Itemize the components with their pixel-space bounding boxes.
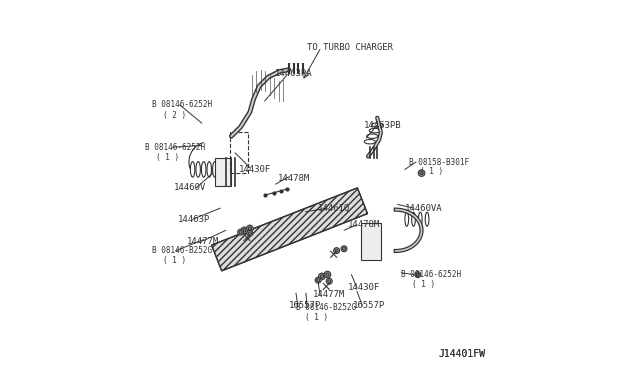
Text: B 08146-B252G: B 08146-B252G: [152, 246, 212, 255]
Text: B 08146-6252H: B 08146-6252H: [145, 143, 205, 152]
Ellipse shape: [241, 227, 248, 234]
Ellipse shape: [418, 170, 425, 176]
Text: 14461Q: 14461Q: [318, 203, 351, 213]
Text: J14401FW: J14401FW: [438, 349, 485, 359]
Ellipse shape: [239, 231, 242, 234]
Text: ( 1 ): ( 1 ): [305, 313, 328, 322]
Ellipse shape: [317, 279, 319, 282]
Ellipse shape: [326, 273, 329, 276]
Text: 14463PB: 14463PB: [364, 121, 402, 129]
Ellipse shape: [248, 232, 252, 235]
Text: 14477M: 14477M: [312, 291, 345, 299]
Text: 14478M: 14478M: [348, 220, 380, 229]
Ellipse shape: [320, 275, 323, 278]
Ellipse shape: [319, 273, 325, 280]
Text: 14478M: 14478M: [278, 174, 310, 183]
Ellipse shape: [326, 278, 332, 284]
Text: 14460VA: 14460VA: [405, 203, 442, 213]
Text: ( 1 ): ( 1 ): [412, 280, 435, 289]
Text: B 08146-6252H: B 08146-6252H: [401, 270, 461, 279]
Ellipse shape: [237, 229, 244, 235]
Text: 16557P: 16557P: [353, 301, 385, 311]
Ellipse shape: [248, 227, 252, 230]
Text: 14460V: 14460V: [174, 183, 207, 192]
Bar: [230, 132, 248, 173]
Text: ( 1 ): ( 1 ): [156, 153, 179, 162]
Text: 14463PA: 14463PA: [275, 69, 312, 78]
Text: ( 1 ): ( 1 ): [163, 256, 186, 265]
Ellipse shape: [417, 273, 419, 276]
Ellipse shape: [324, 271, 331, 278]
Ellipse shape: [335, 249, 338, 252]
Ellipse shape: [341, 246, 347, 252]
Text: B 08146-B252G: B 08146-B252G: [296, 303, 356, 312]
Bar: [360, 223, 381, 260]
Text: B 08158-B301F: B 08158-B301F: [408, 157, 468, 167]
Ellipse shape: [342, 247, 346, 250]
Text: ( 2 ): ( 2 ): [163, 110, 186, 120]
Ellipse shape: [333, 248, 340, 254]
Text: ( 1 ): ( 1 ): [420, 167, 443, 176]
Bar: [212, 188, 367, 271]
Ellipse shape: [246, 225, 253, 232]
Text: 14463P: 14463P: [178, 215, 210, 224]
Ellipse shape: [328, 280, 331, 283]
Text: J14401FW: J14401FW: [438, 349, 485, 359]
Ellipse shape: [415, 272, 420, 278]
Text: TO TURBO CHARGER: TO TURBO CHARGER: [307, 43, 393, 52]
Ellipse shape: [316, 277, 321, 283]
Text: 14477M: 14477M: [187, 237, 220, 246]
Text: 16557P: 16557P: [289, 301, 321, 311]
Text: B 08146-6252H: B 08146-6252H: [152, 100, 212, 109]
Ellipse shape: [243, 229, 246, 232]
Text: 14430F: 14430F: [348, 283, 380, 292]
Text: 14430F: 14430F: [239, 165, 271, 174]
Bar: [215, 158, 232, 186]
Bar: [212, 188, 367, 271]
Ellipse shape: [420, 171, 423, 175]
Ellipse shape: [247, 230, 253, 236]
